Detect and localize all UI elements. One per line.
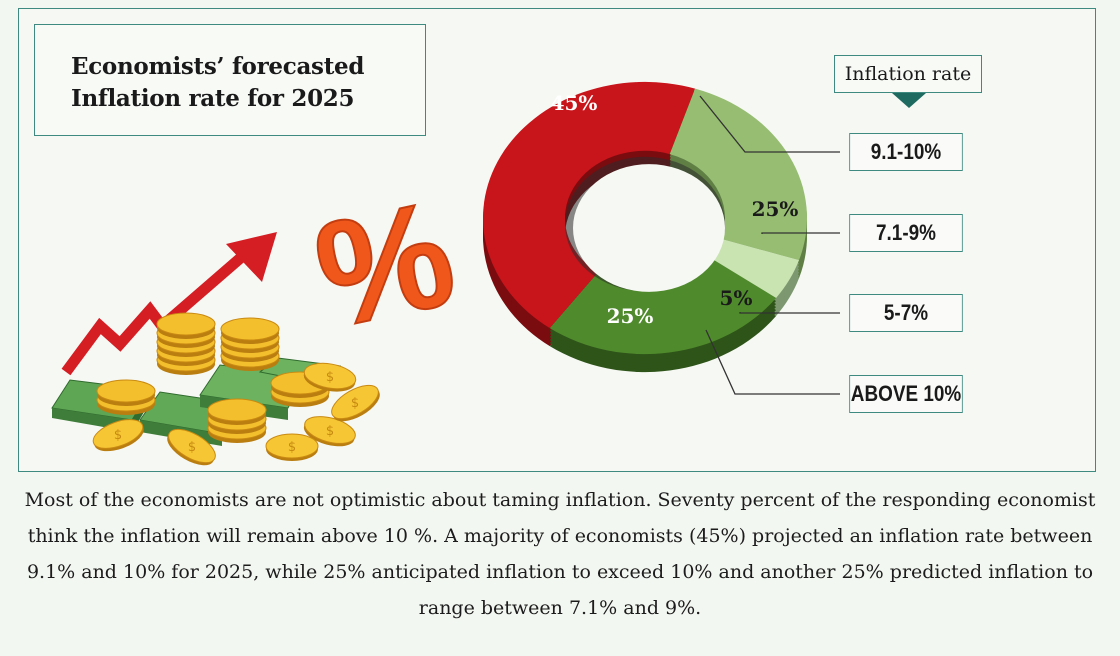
- coin-dollar-glyph: $: [351, 396, 359, 411]
- coin: [156, 312, 216, 336]
- legend-item-above-10: ABOVE 10%: [849, 375, 963, 413]
- coin: [220, 317, 280, 341]
- legend-item-5-7: 5-7%: [849, 294, 963, 332]
- coin: [92, 419, 144, 449]
- coin: [265, 433, 319, 459]
- leader-line-3: [705, 329, 840, 395]
- coin-dollar-glyph: $: [326, 370, 334, 385]
- donut-slices: [483, 81, 807, 355]
- coin: [303, 362, 357, 390]
- slice-label-2: 5%: [720, 286, 753, 310]
- slice-labels: 45% 25% 5% 25%: [551, 91, 799, 328]
- title-box: Economists’ forecasted Inflation rate fo…: [34, 24, 426, 136]
- gold-coins-illustration: $ $ $ $ $ $: [92, 312, 380, 466]
- slice-label-3: 25%: [607, 304, 654, 328]
- coin: [96, 379, 156, 403]
- coin: [331, 384, 379, 420]
- legend-item-9-1-10: 9.1-10%: [849, 133, 963, 171]
- leader-line-1: [761, 232, 840, 234]
- caption-text: Most of the economists are not optimisti…: [24, 489, 1096, 619]
- legend-title: Inflation rate: [834, 55, 982, 93]
- leader-line-0: [699, 95, 840, 153]
- coin-dollar-glyph: $: [288, 440, 296, 455]
- coin-dollar-glyph: $: [326, 424, 334, 439]
- leader-line-2: [739, 312, 840, 314]
- legend-pointer-icon: [892, 93, 926, 108]
- coin: [207, 398, 267, 422]
- legend-item-7-1-9: 7.1-9%: [849, 214, 963, 252]
- donut-slice-2: [709, 238, 800, 298]
- slice-label-0: 45%: [551, 91, 598, 115]
- coin: [168, 428, 216, 464]
- slice-label-1: 25%: [752, 197, 799, 221]
- coin-dollar-glyph: $: [114, 428, 122, 443]
- title-line-1: Economists’ forecasted: [71, 53, 365, 80]
- leader-lines: [699, 95, 840, 395]
- donut-hole: [573, 164, 725, 292]
- donut-slice-1: [669, 88, 807, 261]
- chart-title: Economists’ forecasted Inflation rate fo…: [71, 51, 364, 115]
- rising-arrow-icon: [61, 232, 277, 376]
- coin: [304, 416, 356, 444]
- donut-slice-0: [483, 81, 696, 329]
- title-line-2: Inflation rate for 2025: [71, 85, 355, 112]
- coin-dollar-glyph: $: [188, 440, 196, 455]
